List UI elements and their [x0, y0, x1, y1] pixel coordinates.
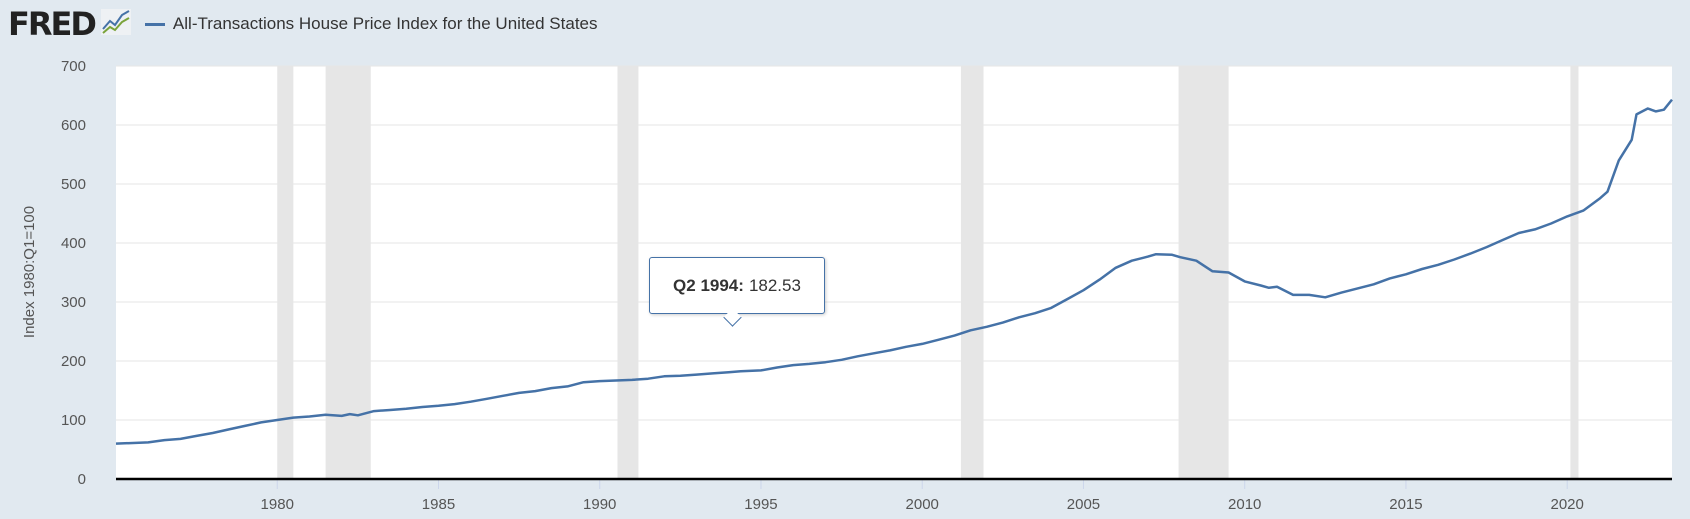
y-axis-label: Index 1980:Q1=100	[21, 206, 38, 338]
y-axis-ticks: 0 100 200 300 400 500 600 700	[61, 58, 86, 488]
gridlines	[116, 65, 1672, 421]
tooltip-value: 182.53	[748, 275, 801, 295]
y-tick-label: 400	[61, 235, 86, 252]
y-tick-label: 0	[78, 471, 86, 488]
series-line[interactable]	[115, 98, 1673, 445]
y-tick-label: 600	[61, 117, 86, 134]
x-tick-label: 2010	[1228, 496, 1261, 513]
x-tick-label: 2000	[906, 496, 939, 513]
x-tick-label: 1980	[261, 496, 294, 513]
y-tick-label: 500	[61, 176, 86, 193]
recession-band	[617, 66, 639, 479]
x-axis-ticks: 1980 1985 1990 1995 2000 2005 2010 2015 2020	[261, 479, 1584, 513]
recession-band	[1570, 66, 1579, 479]
x-tick-label: 1985	[422, 496, 455, 513]
data-tooltip: Q2 1994: 182.53	[649, 257, 825, 314]
x-tick-label: 2015	[1389, 496, 1422, 513]
y-tick-label: 300	[61, 294, 86, 311]
chart-header: FRED All-Transactions House Price Index …	[8, 4, 598, 44]
legend-label: All-Transactions House Price Index for t…	[172, 14, 598, 33]
recession-bands	[277, 66, 1579, 479]
legend-swatch	[144, 22, 165, 26]
y-tick-label: 700	[61, 58, 86, 75]
fred-logo[interactable]: FRED	[8, 5, 97, 43]
recession-band	[277, 66, 294, 479]
legend[interactable]: All-Transactions House Price Index for t…	[144, 14, 598, 34]
recession-band	[960, 66, 984, 479]
x-tick-label: 2005	[1067, 496, 1100, 513]
y-tick-label: 200	[61, 353, 86, 370]
x-tick-label: 2020	[1551, 496, 1584, 513]
line-chart-icon	[100, 8, 131, 40]
x-tick-label: 1990	[583, 496, 616, 513]
tooltip-date: Q2 1994:	[673, 275, 744, 295]
recession-band	[325, 66, 371, 479]
y-tick-label: 100	[61, 412, 86, 429]
x-tick-label: 1995	[744, 496, 777, 513]
